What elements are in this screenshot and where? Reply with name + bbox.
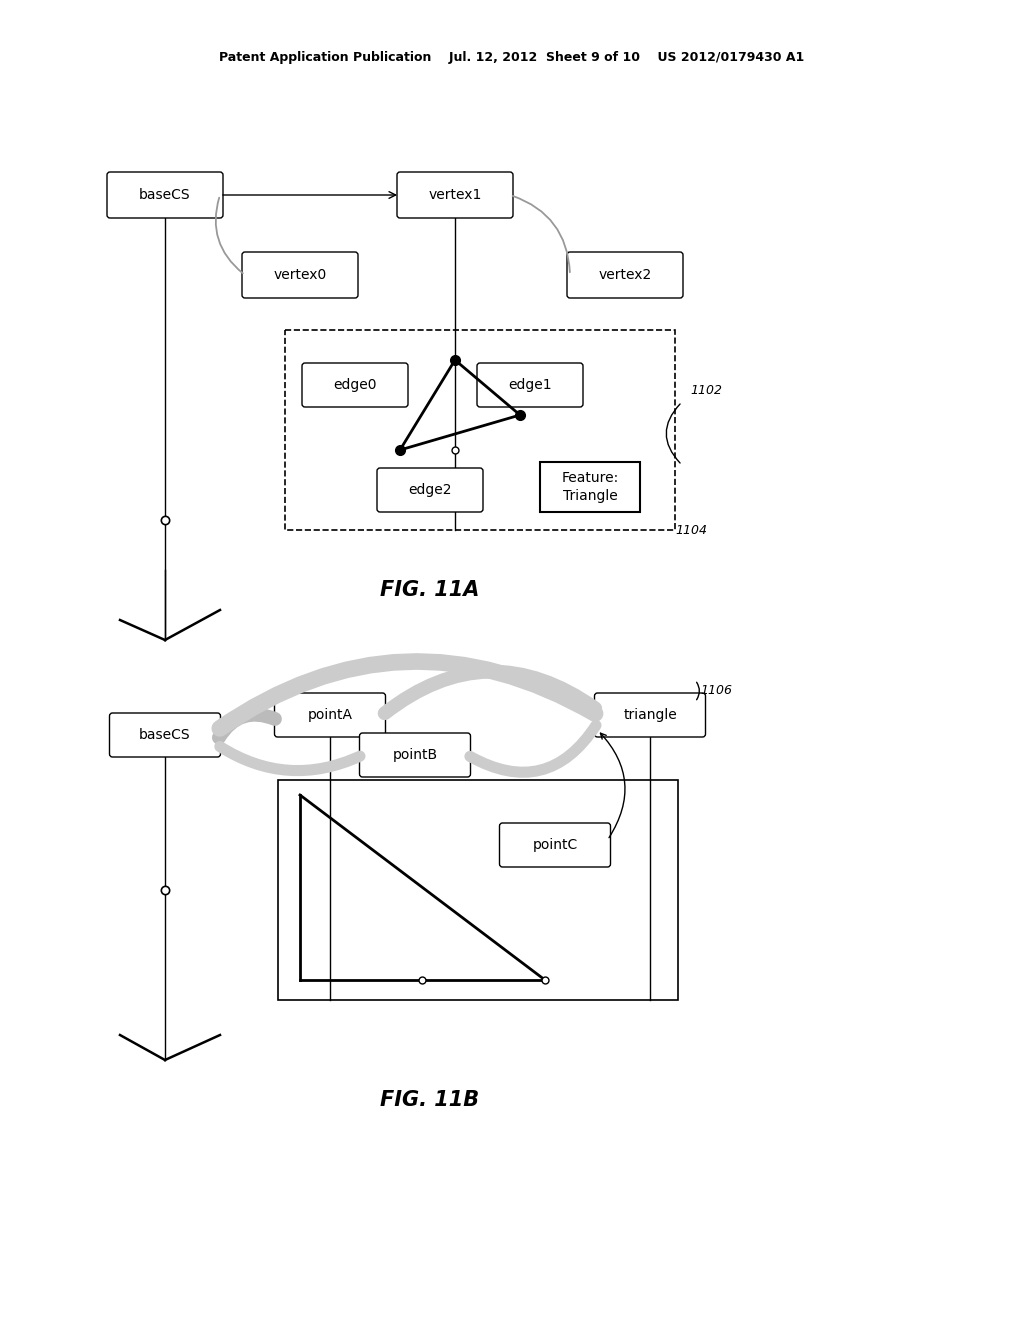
FancyBboxPatch shape [242,252,358,298]
Text: Feature:
Triangle: Feature: Triangle [561,471,618,503]
Text: pointC: pointC [532,838,578,851]
FancyBboxPatch shape [359,733,470,777]
Text: pointA: pointA [307,708,352,722]
FancyBboxPatch shape [477,363,583,407]
Text: Patent Application Publication    Jul. 12, 2012  Sheet 9 of 10    US 2012/017943: Patent Application Publication Jul. 12, … [219,51,805,65]
FancyBboxPatch shape [302,363,408,407]
FancyBboxPatch shape [595,693,706,737]
FancyBboxPatch shape [274,693,385,737]
Bar [278,780,678,1001]
Text: vertex0: vertex0 [273,268,327,282]
Bar [540,462,640,512]
Text: FIG. 11A: FIG. 11A [380,579,479,601]
FancyBboxPatch shape [377,469,483,512]
FancyBboxPatch shape [106,172,223,218]
Text: edge2: edge2 [409,483,452,498]
Text: 1102: 1102 [690,384,722,396]
Text: pointB: pointB [392,748,437,762]
Text: 1106: 1106 [700,684,732,697]
Text: edge0: edge0 [333,378,377,392]
Text: vertex2: vertex2 [598,268,651,282]
FancyBboxPatch shape [397,172,513,218]
FancyBboxPatch shape [110,713,220,756]
Text: baseCS: baseCS [139,187,190,202]
Text: triangle: triangle [624,708,677,722]
Text: 1104: 1104 [675,524,707,536]
Bar [285,330,675,531]
FancyBboxPatch shape [500,822,610,867]
Text: FIG. 11B: FIG. 11B [381,1090,479,1110]
FancyBboxPatch shape [567,252,683,298]
Text: baseCS: baseCS [139,729,190,742]
Text: vertex1: vertex1 [428,187,481,202]
Text: edge1: edge1 [508,378,552,392]
